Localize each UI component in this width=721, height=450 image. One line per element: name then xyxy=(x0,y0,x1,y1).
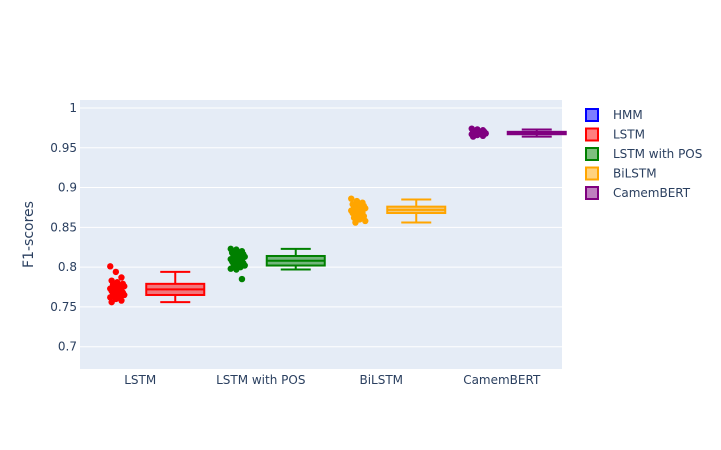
legend-item-lstm[interactable]: LSTM xyxy=(585,127,645,142)
y-tick-label: 0.8 xyxy=(58,260,77,274)
points-lstm-with-pos xyxy=(227,245,248,283)
legend-swatch xyxy=(585,186,599,200)
y-axis-title: F1-scores xyxy=(21,201,37,268)
data-point xyxy=(479,132,487,140)
y-tick-label: 0.7 xyxy=(58,340,77,354)
data-point xyxy=(118,297,125,304)
data-point xyxy=(107,263,114,270)
legend-label: CamemBERT xyxy=(613,186,691,200)
legend-item-hmm[interactable]: HMM xyxy=(585,108,643,122)
y-tick-label: 0.75 xyxy=(50,300,77,314)
legend-item-bilstm[interactable]: BiLSTM xyxy=(585,166,657,181)
y-tick-label: 1 xyxy=(69,101,77,115)
y-tick-label: 0.85 xyxy=(50,220,77,234)
box-plot-camembert xyxy=(506,128,567,138)
data-point xyxy=(233,266,240,273)
legend-swatch xyxy=(585,108,599,122)
data-point xyxy=(108,298,115,306)
points-bilstm xyxy=(348,195,369,226)
x-tick-label: LSTM xyxy=(124,373,156,387)
plot-background xyxy=(80,100,562,369)
box-plot-lstm xyxy=(145,270,206,304)
data-points xyxy=(107,125,489,306)
legend[interactable]: HMM LSTM LSTM with POS BiLSTM CamemBERT xyxy=(585,108,702,200)
data-point xyxy=(112,268,120,276)
points-lstm xyxy=(107,263,128,306)
box-plot-bilstm xyxy=(386,198,447,224)
y-tick-label: 0.95 xyxy=(50,141,77,155)
legend-label: BiLSTM xyxy=(613,167,657,181)
legend-swatch xyxy=(585,166,599,181)
x-tick-label: CamemBERT xyxy=(463,373,541,387)
legend-item-camembert[interactable]: CamemBERT xyxy=(585,186,691,200)
data-point xyxy=(118,274,125,281)
box-plot-lstm-with-pos xyxy=(265,247,326,271)
points-camembert xyxy=(468,125,489,140)
legend-label: LSTM xyxy=(613,128,645,142)
y-tick-label: 0.9 xyxy=(58,181,77,195)
x-tick-label: LSTM with POS xyxy=(216,373,305,387)
legend-item-lstm-with-pos[interactable]: LSTM with POS xyxy=(585,147,702,161)
data-point xyxy=(227,265,234,272)
x-tick-labels: LSTM LSTM with POS BiLSTM CamemBERT xyxy=(124,373,541,387)
box-plots xyxy=(145,128,567,304)
data-point xyxy=(238,275,246,283)
legend-swatch xyxy=(585,147,599,161)
data-point xyxy=(348,195,355,202)
x-tick-label: BiLSTM xyxy=(359,373,403,387)
data-point xyxy=(362,217,369,225)
data-point xyxy=(469,133,477,140)
legend-label: LSTM with POS xyxy=(613,147,702,161)
legend-label: HMM xyxy=(613,108,643,122)
grid-lines xyxy=(80,107,562,348)
data-point xyxy=(352,219,359,226)
y-tick-labels: 0.7 0.75 0.8 0.85 0.9 0.95 1 xyxy=(50,101,77,354)
legend-swatch xyxy=(585,127,599,142)
